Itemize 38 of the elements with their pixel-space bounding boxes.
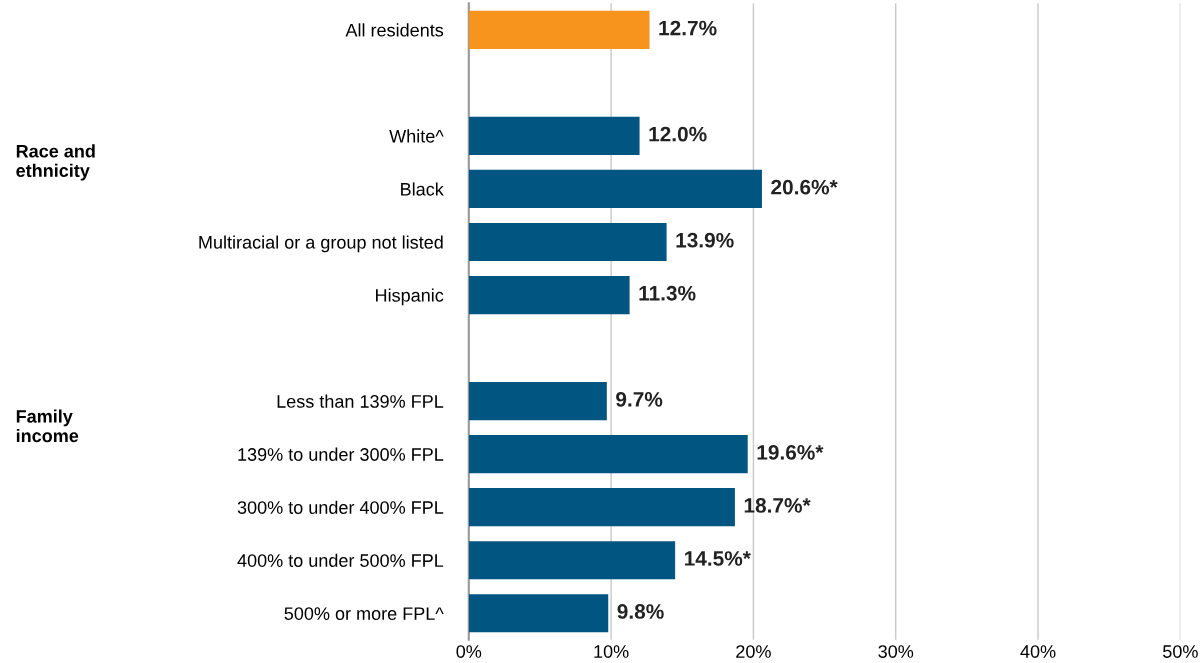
y-tick-label: 300% to under 400% FPL [237,500,444,514]
data-label: 18.7%* [744,498,811,513]
y-tick-label: 139% to under 300% FPL [238,447,444,461]
data-label: 14.5%* [684,551,751,566]
x-tick-label: 10% [594,645,629,658]
y-tick-label: Hispanic [376,288,444,306]
bar [468,275,630,315]
data-label: 9.8% [617,604,664,619]
y-tick-label: 500% or more FPL^ [284,607,444,620]
bar [468,594,609,633]
bar [468,222,667,262]
data-label: 9.7% [616,391,663,407]
bar [468,435,748,474]
y-tick-label: Multiracial or a group not listed [199,235,443,253]
x-tick-label: 0% [456,645,482,658]
x-tick-label: 40% [1020,645,1056,658]
y-tick-label: All residents [345,23,444,37]
data-label: 13.9% [676,232,734,248]
x-tick-label: 50% [1163,645,1198,658]
y-tick-label: Less than 139% FPL [277,394,444,408]
y-tick-label: White^ [389,129,444,143]
bar [468,10,650,49]
text: Family income [16,409,79,443]
bar [468,116,640,156]
bar [468,382,607,421]
y-tick-label: 400% to under 500% FPL [237,553,444,567]
data-label: 20.6%* [771,179,838,195]
data-label: 11.3% [639,285,696,301]
bar [468,488,735,527]
data-label: 12.0% [649,126,707,142]
bar [468,169,762,209]
data-label: 19.6%* [757,444,824,460]
bar [468,541,676,580]
text: Race and ethnicity [16,144,95,181]
data-label: 12.7% [659,20,717,36]
y-tick-label: Black [401,182,444,196]
x-tick-label: 20% [736,645,771,658]
x-tick-label: 30% [878,645,914,658]
